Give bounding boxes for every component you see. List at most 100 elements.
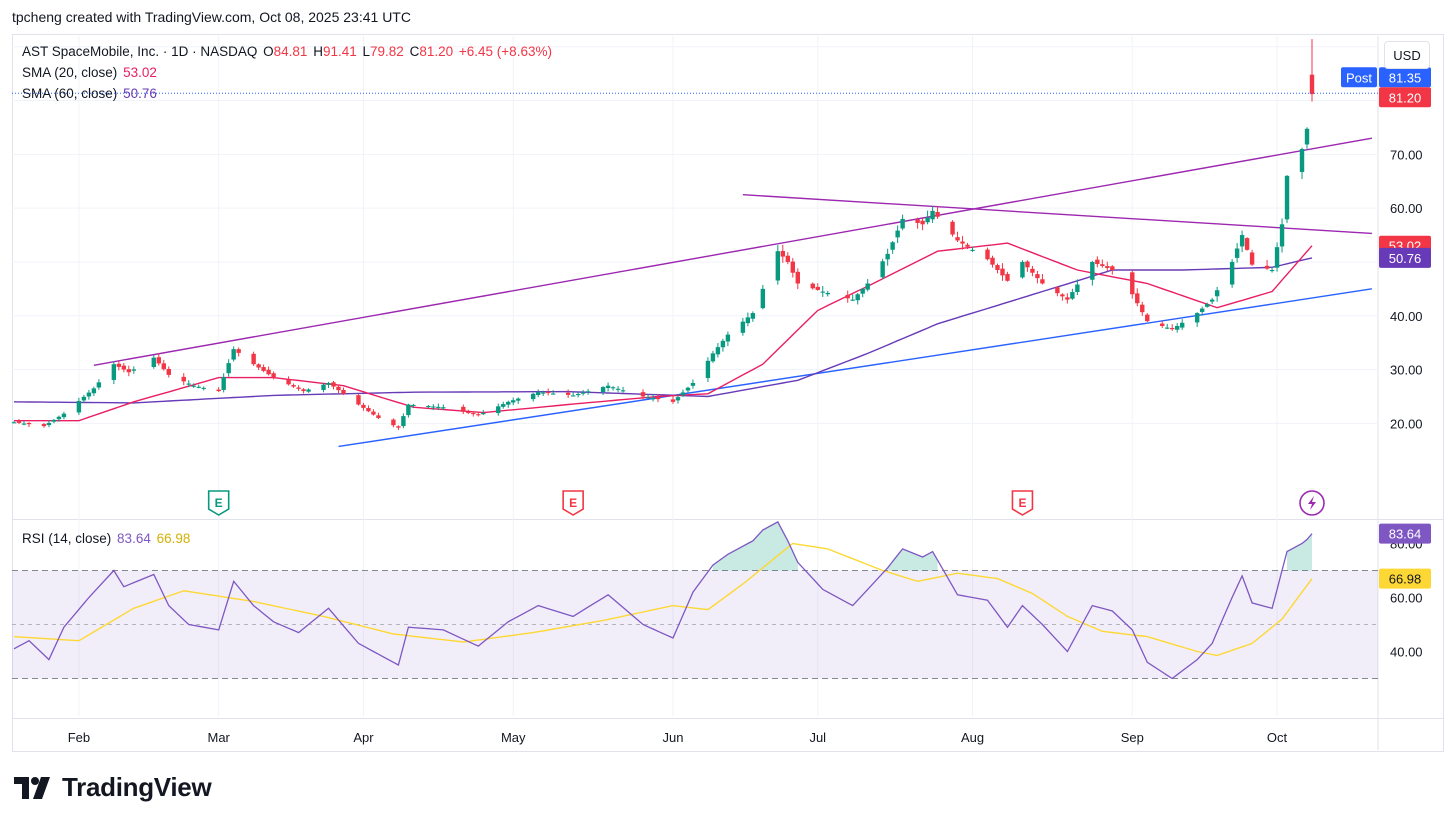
price-tick-label: 70.00 [1390,147,1423,162]
candle-body [995,265,1000,271]
candle-body [845,294,850,299]
candle-body [516,398,521,401]
candle-body [251,353,256,365]
time-tick-label: Jul [809,730,826,745]
rsi-ma-value-label-bg [1379,568,1431,589]
candle-body [61,413,67,418]
legend-symbol-row: AST SpaceMobile, Inc. · 1D · NASDAQ O84.… [22,44,554,59]
candles-group [11,39,1315,431]
candle-body [261,367,266,371]
candle-body [116,363,122,367]
candle-body [745,317,751,324]
candle-body [361,404,366,408]
candle-body [670,399,676,402]
candle-body [780,250,786,257]
earnings-marker-icon [207,490,230,516]
last-price-label-bg [1379,87,1431,108]
candle-body [610,387,616,389]
candle-body [366,408,371,412]
candle-body [466,411,471,413]
candle-body [1214,290,1220,297]
candle-body [461,406,466,412]
rsi-ma-value-label: 66.98 [1389,572,1422,587]
candle-body [1170,328,1175,330]
candle-body [336,386,341,391]
time-tick-label: Sep [1121,730,1144,745]
candle-body [820,291,825,293]
candle-body [890,242,895,250]
candle-body [1020,261,1025,278]
candle-body [271,373,276,378]
candle-body [1005,273,1010,281]
candle-body [356,395,361,405]
candle-body [291,385,296,387]
candle-body [26,422,32,425]
legend-sma20-row: SMA (20, close) 53.02 [22,65,159,80]
legend-sma60-value: 50.76 [123,86,157,101]
candle-body [690,383,696,386]
candle-body [221,377,226,390]
candle-body [1264,265,1270,269]
candle-body [620,390,626,392]
candle-body [720,340,726,348]
candle-body [715,347,721,355]
candle-body [750,313,756,319]
candle-body [371,411,376,415]
legend-open-label: O [263,44,274,59]
legend-sma20-value: 53.02 [123,65,157,80]
candle-body [121,365,127,370]
time-tick-label: May [501,730,526,745]
candle-body [496,406,501,414]
rsi-tick-label: 40.00 [1390,645,1423,660]
candle-body [481,413,486,415]
candle-body [740,321,746,333]
candle-body [1199,308,1205,312]
currency-button[interactable]: USD [1384,41,1430,69]
candle-body [1055,287,1060,294]
candle-body [1060,294,1065,297]
post-price-label-bg [1379,67,1431,88]
candle-body [645,397,651,399]
candle-body [1105,266,1110,269]
candle-body [1090,261,1095,280]
candle-body [1075,284,1080,293]
trendline-purple [742,194,1372,235]
candle-body [431,406,436,408]
candle-body [1135,293,1140,304]
candle-body [545,391,551,394]
candle-body [56,416,62,420]
candle-body [915,219,920,223]
candle-body [970,249,975,251]
candle-body [96,382,102,388]
candle-body [985,249,990,260]
legend-close-label: C [409,44,420,59]
candle-body [376,415,381,418]
candle-body [790,261,795,273]
legend-rsi-row: RSI (14, close) 83.64 66.98 [22,531,192,546]
candle-body [785,255,791,262]
candle-body [1304,128,1310,145]
legend-symbol: AST SpaceMobile, Inc. · 1D · NASDAQ [22,44,258,59]
candle-body [615,388,621,390]
candle-body [1100,264,1105,266]
candle-body [1025,261,1030,268]
rsi-overbought-fill [887,548,938,571]
time-tick-label: Feb [68,730,90,745]
candle-body [795,271,800,284]
candle-body [1110,266,1115,271]
candle-body [161,363,166,370]
candle-body [1165,327,1170,329]
rsi-line [13,521,1313,680]
candle-body [600,387,606,393]
candle-body [501,404,506,407]
candle-body [1180,322,1185,328]
post-label-bg [1341,67,1377,88]
price-tick-label: 20.00 [1390,416,1423,431]
candle-body [1194,313,1200,323]
candle-body [341,389,346,394]
legend-high-label: H [313,44,323,59]
candle-body [426,406,431,408]
candle-body [885,253,890,260]
candle-body [1269,270,1275,272]
